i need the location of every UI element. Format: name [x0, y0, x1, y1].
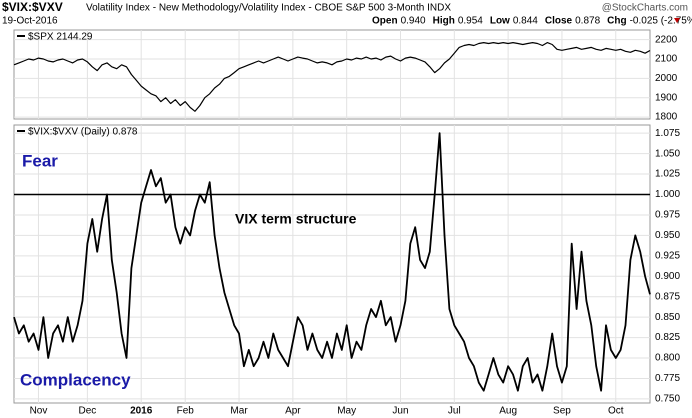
date: 19-Oct-2016: [2, 16, 58, 27]
plot-area: [13, 124, 651, 404]
x-tick-label: Oct: [608, 406, 624, 417]
data-line: [13, 42, 651, 112]
quote-label: Open: [372, 16, 398, 27]
x-tick-label: Apr: [285, 406, 301, 417]
y-tick-label: 0.950: [655, 230, 680, 241]
x-tick-label: Jul: [448, 406, 461, 417]
x-tick-label: Feb: [177, 406, 195, 417]
x-tick-label: Dec: [78, 406, 96, 417]
annotation: Complacency: [20, 370, 131, 389]
y-tick-label: 0.975: [655, 210, 680, 221]
x-tick-label: Mar: [230, 406, 248, 417]
quote: Open 0.940 High 0.954 Low 0.844 Close 0.878 Chg -…: [372, 16, 692, 27]
y-tick-label: 1.025: [655, 169, 680, 180]
y-tick-label: 2100: [655, 54, 678, 65]
y-tick-label: 1800: [655, 112, 678, 123]
x-tick-label: 2016: [130, 406, 153, 417]
y-tick-label: 0.900: [655, 271, 680, 282]
y-tick-label: 0.800: [655, 353, 680, 364]
y-tick-label: 0.875: [655, 291, 680, 302]
y-tick-label: 2000: [655, 73, 678, 84]
legend-swatch: [17, 35, 25, 37]
y-tick-label: 0.850: [655, 312, 680, 323]
data-line: [13, 132, 651, 392]
y-tick-label: 0.825: [655, 332, 680, 343]
y-tick-label: 2200: [655, 34, 678, 45]
y-tick-label: 0.925: [655, 250, 680, 261]
down-arrow: [674, 18, 680, 23]
quote-label: Low: [490, 16, 510, 27]
panel-label: $SPX 2144.29: [28, 32, 93, 43]
legend-swatch: [17, 130, 25, 132]
y-tick-label: 1.075: [655, 128, 680, 139]
symbol: $VIX:$VXV: [2, 0, 63, 14]
quote-value: 0.940: [401, 16, 426, 27]
x-tick-label: Nov: [30, 406, 48, 417]
quote-label: High: [433, 16, 455, 27]
watermark: @StockCharts.com: [602, 3, 688, 14]
description: Volatility Index - New Methodology/Volat…: [86, 3, 451, 14]
annotation: Fear: [22, 151, 58, 170]
x-tick-label: May: [337, 406, 356, 417]
y-tick-label: 1.000: [655, 189, 680, 200]
y-tick-label: 1.050: [655, 148, 680, 159]
plot-area: [13, 29, 651, 120]
x-tick-label: Aug: [499, 406, 517, 417]
y-tick-label: 0.750: [655, 394, 680, 405]
panel-label: $VIX:$VXV (Daily) 0.878: [28, 127, 138, 138]
y-tick-label: 0.775: [655, 373, 680, 384]
quote-label: Close: [545, 16, 573, 27]
x-tick-label: Jun: [392, 406, 408, 417]
quote-label: Chg: [607, 16, 626, 27]
quote-value: -0.025 (-2.75%): [630, 16, 692, 27]
annotation: VIX term structure: [235, 211, 357, 227]
quote-value: 0.954: [458, 16, 483, 27]
quote-value: 0.844: [513, 16, 538, 27]
y-tick-label: 1900: [655, 92, 678, 103]
x-tick-label: Sep: [553, 406, 571, 417]
quote-value: 0.878: [575, 16, 600, 27]
